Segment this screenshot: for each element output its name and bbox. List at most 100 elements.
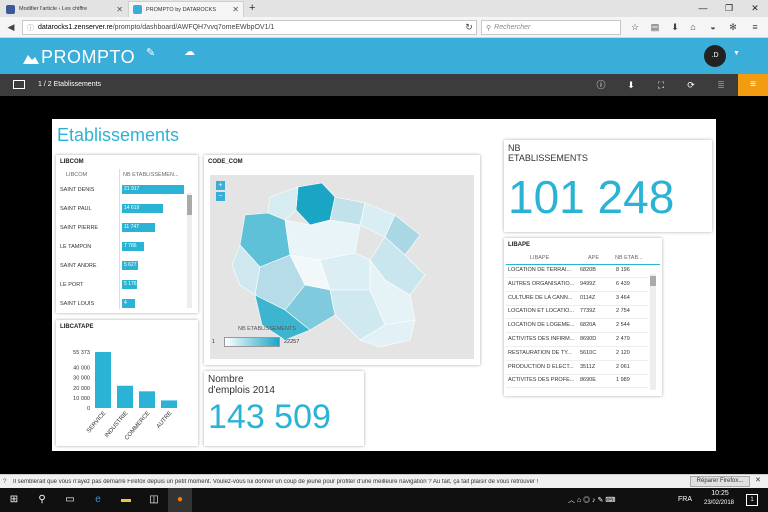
- reload-icon[interactable]: ↻: [465, 22, 473, 32]
- repair-firefox-button[interactable]: Réparer Firefox...: [690, 476, 750, 487]
- libape-name[interactable]: ACTIVITES DES PROFE...: [508, 377, 575, 384]
- libape-name[interactable]: LOCATION DE LOGEME...: [508, 322, 575, 329]
- zoom-in-button[interactable]: +: [216, 181, 225, 190]
- action-center-icon[interactable]: 1: [746, 494, 758, 506]
- close-icon[interactable]: ✕: [755, 477, 761, 484]
- commune-saint-pierre[interactable]: [254, 294, 311, 341]
- libape-value[interactable]: 2 061: [616, 363, 630, 370]
- close-window-icon[interactable]: ✕: [751, 3, 759, 13]
- scrollbar-thumb[interactable]: [187, 195, 192, 215]
- window-icon[interactable]: [13, 80, 25, 89]
- avatar[interactable]: .D: [704, 45, 726, 67]
- back-icon[interactable]: ◀: [7, 22, 15, 32]
- libape-code[interactable]: 8690D: [580, 336, 597, 342]
- minimize-icon[interactable]: —: [698, 3, 708, 13]
- libcom-value-bar[interactable]: 5 176: [122, 280, 137, 289]
- windows-start-icon[interactable]: ⊞: [9, 494, 19, 505]
- filter-clear-icon[interactable]: ≣: [717, 80, 725, 90]
- libape-code[interactable]: 6820A: [580, 322, 596, 329]
- store-icon[interactable]: ◫: [149, 494, 159, 505]
- extension-icon[interactable]: ✻: [729, 22, 737, 32]
- libcom-value-bar[interactable]: 11 747: [122, 223, 155, 232]
- libape-value[interactable]: 6 439: [616, 280, 630, 287]
- libape-name[interactable]: PRODUCTION D ELECT...: [508, 363, 574, 370]
- libcom-value-bar[interactable]: 21 917: [122, 185, 184, 194]
- libcom-name[interactable]: SAINT PIERRE: [60, 225, 99, 231]
- libape-value[interactable]: 2 120: [616, 349, 630, 356]
- libape-value[interactable]: 1 989: [616, 377, 630, 384]
- libcom-name[interactable]: LE PORT: [60, 282, 84, 288]
- file-explorer-icon[interactable]: ▬: [121, 494, 131, 505]
- libcom-value-bar[interactable]: 5 627: [122, 261, 138, 270]
- libcom-name[interactable]: SAINT LOUIS: [60, 301, 95, 307]
- libcom-name[interactable]: SAINT DENIS: [60, 187, 95, 193]
- search-input[interactable]: ⚲ Rechercher: [481, 20, 621, 35]
- scrollbar-track[interactable]: [187, 193, 192, 308]
- fullscreen-icon[interactable]: ⛶: [657, 80, 665, 90]
- libape-code[interactable]: 5610C: [580, 349, 597, 356]
- bar-autre[interactable]: [161, 400, 177, 408]
- libcom-value-bar[interactable]: 4 723: [122, 299, 135, 314]
- close-icon[interactable]: ✕: [116, 4, 123, 14]
- map-area[interactable]: [210, 175, 474, 359]
- libape-value[interactable]: 2 754: [616, 308, 630, 315]
- libape-name[interactable]: ACTIVITES DES INFIRM...: [508, 336, 575, 342]
- reader-icon[interactable]: ▤: [650, 22, 660, 32]
- input-language[interactable]: FRA: [678, 496, 692, 503]
- column-header[interactable]: LIBCOM: [66, 172, 88, 178]
- commune-trois-bassins[interactable]: [231, 244, 261, 296]
- libape-name[interactable]: RESTAURATION DE TY...: [508, 349, 572, 356]
- tab-modifier-article[interactable]: Modifier l'article ‹ Les chiffre ✕: [2, 1, 127, 17]
- libape-name[interactable]: CULTURE DE LA CANN...: [508, 294, 573, 301]
- info-icon[interactable]: ⓘ: [596, 80, 606, 90]
- zoom-out-button[interactable]: −: [216, 192, 225, 201]
- libape-value[interactable]: 8 196: [616, 267, 630, 273]
- libape-code[interactable]: 8690E: [580, 377, 596, 384]
- bookmark-star-icon[interactable]: ☆: [630, 22, 640, 32]
- libape-code[interactable]: 7739Z: [580, 308, 596, 315]
- tab-prompto[interactable]: PROMPTO by DATAROCKS ✕: [128, 1, 244, 17]
- chevron-down-icon[interactable]: ▼: [733, 50, 740, 57]
- clock-time[interactable]: 10:25: [711, 490, 729, 497]
- new-tab-button[interactable]: +: [249, 2, 256, 14]
- firefox-icon[interactable]: ●: [168, 488, 192, 512]
- close-icon[interactable]: ✕: [232, 5, 239, 14]
- libcom-value-bar[interactable]: 14 619: [122, 204, 163, 213]
- tray-icons[interactable]: ︿ ⌂ ◎ ♪ ✎ ⌨: [568, 497, 616, 504]
- column-header[interactable]: LIBAPE: [530, 255, 550, 261]
- bar-industrie[interactable]: [117, 385, 133, 408]
- libcom-name[interactable]: SAINT ANDRE: [60, 263, 97, 269]
- download-icon[interactable]: ⬇: [671, 22, 679, 32]
- edge-icon[interactable]: e: [95, 494, 101, 505]
- column-header[interactable]: NB ETABLISSEMEN...: [123, 172, 179, 178]
- column-header[interactable]: APE: [588, 255, 600, 261]
- maximize-icon[interactable]: ❐: [724, 3, 734, 13]
- url-bar[interactable]: ⓘ datarocks1.zenserver.re /prompto/dashb…: [22, 20, 477, 35]
- libape-code[interactable]: 0114Z: [580, 294, 596, 301]
- libape-name[interactable]: LOCATION DE TERRAI...: [508, 267, 572, 273]
- libape-name[interactable]: LOCATION ET LOCATIO...: [508, 308, 575, 315]
- bar-commerce[interactable]: [139, 391, 155, 408]
- refresh-icon[interactable]: ⟳: [687, 80, 695, 90]
- libape-code[interactable]: 3511Z: [580, 363, 596, 370]
- bar-service[interactable]: [95, 352, 111, 408]
- libape-value[interactable]: 2 479: [616, 336, 630, 342]
- commune-saint-philippe[interactable]: [359, 319, 416, 348]
- download-icon[interactable]: ⬇: [627, 80, 635, 90]
- menu-button[interactable]: ≡: [738, 74, 768, 96]
- libape-value[interactable]: 2 544: [616, 322, 630, 329]
- search-icon[interactable]: ⚲: [38, 494, 46, 505]
- scrollbar-thumb[interactable]: [650, 276, 656, 286]
- libape-name[interactable]: AUTRES ORGANISATIO...: [508, 280, 575, 287]
- home-icon[interactable]: ⌂: [690, 22, 696, 32]
- task-view-icon[interactable]: ▭: [65, 494, 75, 505]
- app-logo[interactable]: PROMPTO: [23, 47, 135, 68]
- commune-saint-denis[interactable]: [295, 182, 336, 226]
- clock-date[interactable]: 23/02/2018: [703, 500, 735, 506]
- commune-la-possession[interactable]: [267, 186, 299, 221]
- libcom-value-bar[interactable]: 7 786: [122, 242, 144, 251]
- libape-code[interactable]: 6820B: [580, 267, 596, 273]
- hamburger-menu-icon[interactable]: ≡: [752, 22, 758, 32]
- column-header[interactable]: NB ETAB...: [615, 255, 643, 261]
- libcom-name[interactable]: LE TAMPON: [60, 244, 92, 250]
